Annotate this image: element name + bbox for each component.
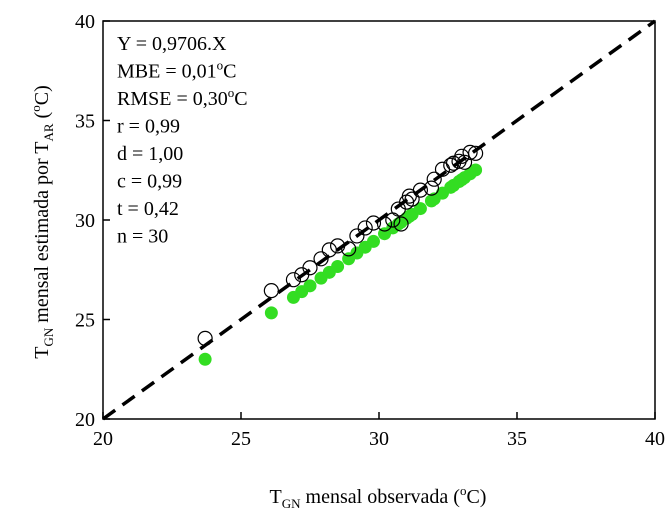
data-point — [263, 283, 279, 299]
data-point — [349, 228, 365, 244]
data-point — [451, 153, 467, 169]
regression-point — [264, 306, 278, 320]
stat-line: MBE = 0,01oC — [117, 58, 236, 83]
stat-line: RMSE = 0,30oC — [117, 85, 248, 110]
regression-point — [469, 163, 483, 177]
x-tick-label: 35 — [507, 428, 527, 450]
regression-point — [452, 175, 466, 189]
regression-point — [366, 234, 380, 248]
data-point — [365, 215, 382, 231]
stat-line: r = 0,99 — [117, 116, 180, 138]
data-point — [302, 260, 318, 276]
stat-line: t = 0,42 — [117, 198, 179, 220]
data-point — [393, 216, 409, 232]
stat-line: Y = 0,9706.X — [117, 33, 227, 55]
data-point — [376, 216, 393, 232]
y-tick-label: 20 — [75, 409, 95, 431]
data-point — [341, 241, 357, 257]
y-tick-label: 40 — [75, 11, 95, 33]
data-point — [468, 145, 484, 161]
data-point — [197, 330, 213, 347]
data-points-layer — [197, 144, 484, 347]
y-tick-label: 30 — [75, 210, 95, 232]
x-axis-title: TGN mensal observada (oC) — [270, 483, 487, 511]
regression-points-layer — [198, 163, 483, 366]
data-point — [462, 144, 478, 160]
x-tick-label: 40 — [645, 428, 665, 450]
stat-line: n = 30 — [117, 226, 168, 248]
data-point — [313, 251, 329, 267]
regression-point — [413, 202, 427, 216]
data-point — [404, 191, 420, 207]
data-point — [426, 171, 442, 187]
x-tick-label: 20 — [93, 428, 113, 450]
y-tick-label: 35 — [75, 111, 95, 133]
data-point — [357, 220, 373, 236]
y-axis-title: TGN mensal estimada por TAR (oC) — [28, 85, 56, 358]
ticks-layer: 20 25 30 35 40 20 25 30 35 40 — [75, 11, 665, 450]
data-point — [412, 182, 428, 198]
y-tick-label: 25 — [75, 310, 95, 332]
stat-line: d = 1,00 — [117, 143, 183, 165]
regression-point — [198, 352, 212, 366]
data-point — [321, 242, 337, 258]
data-point — [285, 272, 302, 288]
stat-line: c = 0,99 — [117, 171, 182, 193]
x-tick-label: 30 — [369, 428, 389, 450]
regression-point — [331, 260, 345, 274]
data-point — [330, 238, 346, 254]
data-point — [456, 154, 473, 170]
x-tick-label: 25 — [231, 428, 251, 450]
regression-point — [303, 279, 317, 293]
data-point — [423, 180, 440, 196]
